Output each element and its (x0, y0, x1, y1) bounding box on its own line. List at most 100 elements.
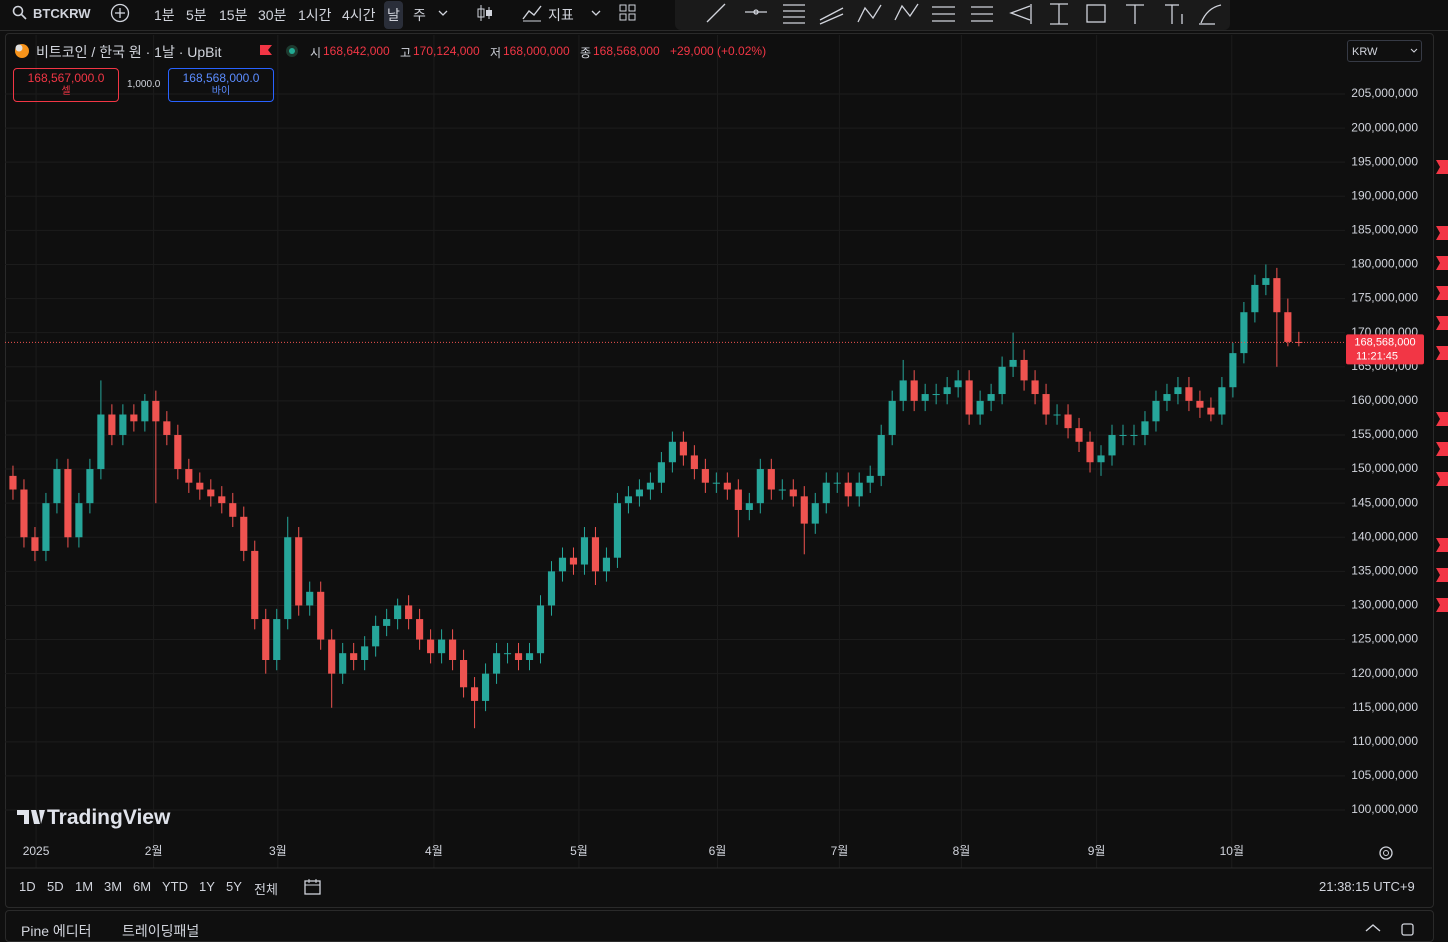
bottom-tab[interactable]: Pine 에디터 (21, 923, 92, 939)
candle-body (1218, 387, 1226, 415)
range-button[interactable]: YTD (162, 879, 188, 894)
indicator-icon[interactable] (521, 3, 543, 23)
goto-date-icon[interactable] (303, 877, 323, 897)
candle-body (1119, 434, 1127, 436)
x-tick-label: 3월 (269, 844, 287, 858)
y-tick-label: 140,000,000 (1351, 529, 1418, 543)
candle-body (86, 469, 94, 504)
x-tick-label: 10월 (1220, 844, 1244, 858)
candle-body (273, 619, 281, 661)
y-tick-label: 185,000,000 (1351, 223, 1418, 237)
candle-body (141, 400, 149, 422)
candle-body (460, 660, 468, 688)
bottom-panel: Pine 에디터 트레이딩패널 (5, 910, 1434, 942)
sell-button[interactable]: 168,567,000.0 셀 (13, 68, 119, 102)
candle-body (1108, 434, 1116, 456)
interval-active[interactable]: 날 (384, 1, 403, 29)
candle-body (1196, 400, 1204, 408)
market-status (286, 45, 298, 57)
candle-body (405, 605, 413, 620)
candle-body (822, 482, 830, 504)
interval[interactable]: 30분 (258, 7, 287, 23)
candle-body (1163, 394, 1171, 401)
range-button[interactable]: 5Y (226, 879, 242, 894)
range-button[interactable]: 전체 (254, 882, 278, 897)
currency-select[interactable]: KRW (1347, 40, 1422, 62)
candle-body (449, 639, 457, 661)
candle-body (1207, 407, 1215, 415)
range-button[interactable]: 1D (19, 879, 36, 894)
candle-body (328, 639, 336, 674)
symbol-logo (15, 44, 29, 58)
candle-body (811, 503, 819, 524)
candle-body (1273, 278, 1281, 313)
drawing-tools[interactable] (675, 0, 1230, 30)
y-tick-label: 130,000,000 (1351, 598, 1418, 612)
range-button[interactable]: 6M (133, 879, 152, 894)
indicators-button[interactable]: 지표 (548, 7, 574, 23)
candle-body (130, 414, 138, 422)
candle-body (1086, 441, 1094, 463)
y-tick-label: 135,000,000 (1351, 564, 1418, 578)
search-icon[interactable] (12, 5, 28, 21)
legend-change: +29,000 (+0.02%) (670, 44, 767, 58)
interval[interactable]: 1시간 (298, 7, 332, 23)
dropdown-icon[interactable] (437, 8, 449, 18)
candle-body (866, 475, 874, 483)
chart-title: 비트코인 / 한국 원 · 1날 · UpBit (36, 44, 222, 60)
candle-body (943, 387, 951, 395)
candle-body (284, 537, 292, 620)
legend-value: 168,642,000 (323, 44, 390, 58)
y-tick-label: 195,000,000 (1351, 154, 1418, 168)
buy-label: 바이 (211, 86, 231, 97)
layout-icon[interactable] (618, 3, 638, 23)
interval[interactable]: 주 (413, 7, 426, 23)
x-tick-label: 4월 (425, 844, 443, 858)
legend-key: 저 (490, 46, 502, 60)
range-button[interactable]: 1M (75, 879, 94, 894)
candle-body (1009, 359, 1017, 367)
candle-body (1185, 387, 1193, 401)
candle-body (218, 496, 226, 504)
interval[interactable]: 1분 (154, 7, 175, 23)
flag-strip (1436, 160, 1448, 612)
candle-body (723, 482, 731, 490)
chart-type-icon[interactable] (475, 3, 495, 23)
candle-body (965, 380, 973, 415)
candle-body (646, 482, 654, 490)
interval[interactable]: 15분 (219, 7, 248, 23)
interval[interactable]: 5분 (186, 7, 207, 23)
candle-body (492, 653, 501, 674)
candle-body (185, 469, 193, 483)
range-button[interactable]: 1Y (199, 879, 215, 894)
x-tick-label: 7월 (831, 844, 849, 858)
symbol[interactable]: BTCKRW (33, 6, 91, 21)
panel-controls[interactable] (1364, 921, 1414, 937)
x-tick-label: 5월 (570, 844, 588, 858)
legend-key: 시 (310, 46, 322, 60)
candle-body (712, 482, 720, 484)
drawing-toolbar (675, 0, 1230, 30)
candle-body (481, 673, 490, 701)
x-tick-label: 8월 (953, 844, 971, 858)
candle-body (1020, 359, 1028, 381)
dropdown-icon (1410, 48, 1418, 53)
range-button[interactable]: 5D (47, 879, 64, 894)
y-tick-label: 110,000,000 (1352, 734, 1418, 748)
settings-icon[interactable] (1378, 845, 1394, 861)
candle-body (1251, 284, 1259, 313)
candle-body (163, 421, 171, 435)
candle-body (734, 489, 742, 510)
bottom-tab[interactable]: 트레이딩패널 (122, 923, 200, 939)
interval[interactable]: 4시간 (342, 7, 376, 23)
clock: 21:38:15 UTC+9 (1319, 879, 1415, 894)
flag-icon[interactable] (259, 44, 273, 56)
compare-icon[interactable] (109, 2, 131, 24)
spread: 1,000.0 (127, 79, 161, 90)
buy-button[interactable]: 168,568,000.0 바이 (168, 68, 274, 102)
range-button[interactable]: 3M (104, 879, 123, 894)
candle-body (1042, 394, 1050, 415)
dropdown-icon[interactable] (590, 8, 602, 18)
y-tick-label: 205,000,000 (1351, 86, 1418, 100)
